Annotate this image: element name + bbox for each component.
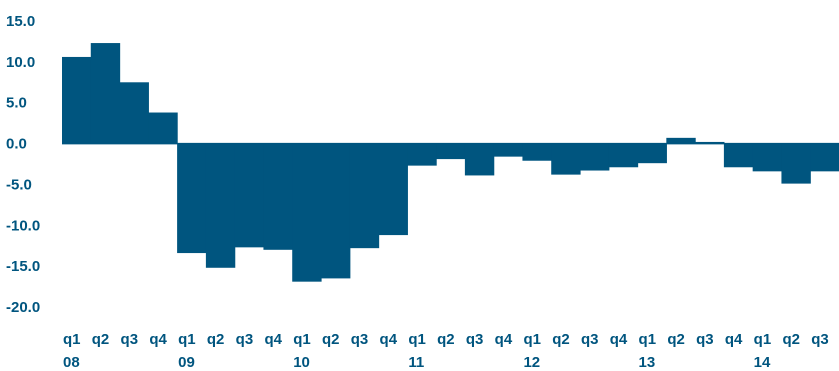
bar-q1-10 <box>292 143 322 282</box>
bars <box>62 43 839 282</box>
x-quarter-label: q1 <box>754 331 772 348</box>
x-quarter-label: q4 <box>380 331 398 348</box>
y-tick-label: -15.0 <box>6 258 40 275</box>
x-quarter-label: q1 <box>639 331 657 348</box>
x-year-label: 11 <box>408 354 424 371</box>
bar-q4-11 <box>493 143 524 157</box>
x-quarter-label: q4 <box>495 331 513 348</box>
bar-q1-08 <box>62 56 92 144</box>
x-quarter-label: q2 <box>667 331 685 348</box>
bar-q1-12 <box>522 143 552 161</box>
x-year-label: 14 <box>754 354 771 371</box>
y-tick-label: 5.0 <box>6 95 27 112</box>
x-quarter-label: q2 <box>552 331 570 348</box>
bar-q4-09 <box>263 143 293 250</box>
x-year-label: 13 <box>639 354 656 371</box>
y-tick-label: 0.0 <box>6 136 27 153</box>
x-quarter-label: q1 <box>408 331 426 348</box>
bar-q2-10 <box>321 143 351 279</box>
x-quarter-label: q3 <box>351 331 369 348</box>
bar-q3-09 <box>234 143 265 248</box>
y-tick-label: 10.0 <box>6 54 35 71</box>
bar-q4-13 <box>723 143 754 168</box>
y-tick-label: -5.0 <box>6 176 32 193</box>
bar-q1-14 <box>752 143 783 172</box>
bar-q3-12 <box>580 143 610 171</box>
x-quarter-label: q1 <box>178 331 196 348</box>
x-quarter-label: q4 <box>264 331 282 348</box>
x-year-label: 09 <box>178 354 195 371</box>
x-axis: q1 q2 q3 q4 q1 q2 q3 q4 q1 q2 q3 q4 q1 q2 q3 q4 q1 q2 q3 q4… <box>63 331 829 371</box>
bar-q2-08 <box>90 43 121 144</box>
x-quarter-label: q1 <box>293 331 311 348</box>
y-tick-label: -10.0 <box>6 217 40 234</box>
x-quarter-label: q1 <box>63 331 81 348</box>
bar-q4-12 <box>608 143 639 168</box>
bar-q2-09 <box>205 143 236 268</box>
x-quarter-label: q4 <box>610 331 628 348</box>
x-year-label: 12 <box>523 354 540 371</box>
x-quarter-label: q2 <box>322 331 340 348</box>
bar-q1-11 <box>407 143 437 166</box>
x-quarter-label: q3 <box>236 331 254 348</box>
x-quarter-label: q3 <box>696 331 714 348</box>
x-year-label: 10 <box>293 354 310 371</box>
bar-q1-13 <box>637 143 667 164</box>
x-quarter-label: q3 <box>811 331 829 348</box>
bar-q3-14 <box>810 143 839 172</box>
y-tick-label: -20.0 <box>6 299 40 316</box>
bar-q3-13 <box>695 141 725 144</box>
bar-q2-14 <box>781 143 811 184</box>
x-quarter-label: q3 <box>581 331 599 348</box>
bar-q2-11 <box>436 143 466 160</box>
x-quarter-label: q2 <box>207 331 225 348</box>
x-quarter-label: q2 <box>92 331 110 348</box>
x-quarter-label: q2 <box>782 331 800 348</box>
bar-q3-11 <box>464 143 495 176</box>
bar-q4-10 <box>378 143 408 236</box>
x-quarter-label: q1 <box>523 331 541 348</box>
x-quarter-label: q4 <box>149 331 167 348</box>
x-quarter-label: q3 <box>121 331 139 348</box>
x-quarter-label: q4 <box>725 331 743 348</box>
bar-q3-10 <box>349 143 380 249</box>
bar-q3-08 <box>119 82 149 144</box>
x-year-label: 08 <box>63 354 80 371</box>
y-axis: 15.0 10.0 5.0 0.0 -5.0 -10.0 -15.0 -20.0 <box>6 13 40 316</box>
y-tick-label: 15.0 <box>6 13 35 30</box>
bar-q4-08 <box>148 112 178 144</box>
x-quarter-label: q2 <box>437 331 455 348</box>
bar-q1-09 <box>177 143 207 254</box>
bar-q2-12 <box>551 143 581 175</box>
bar-q2-13 <box>666 137 696 144</box>
x-quarter-label: q3 <box>466 331 484 348</box>
